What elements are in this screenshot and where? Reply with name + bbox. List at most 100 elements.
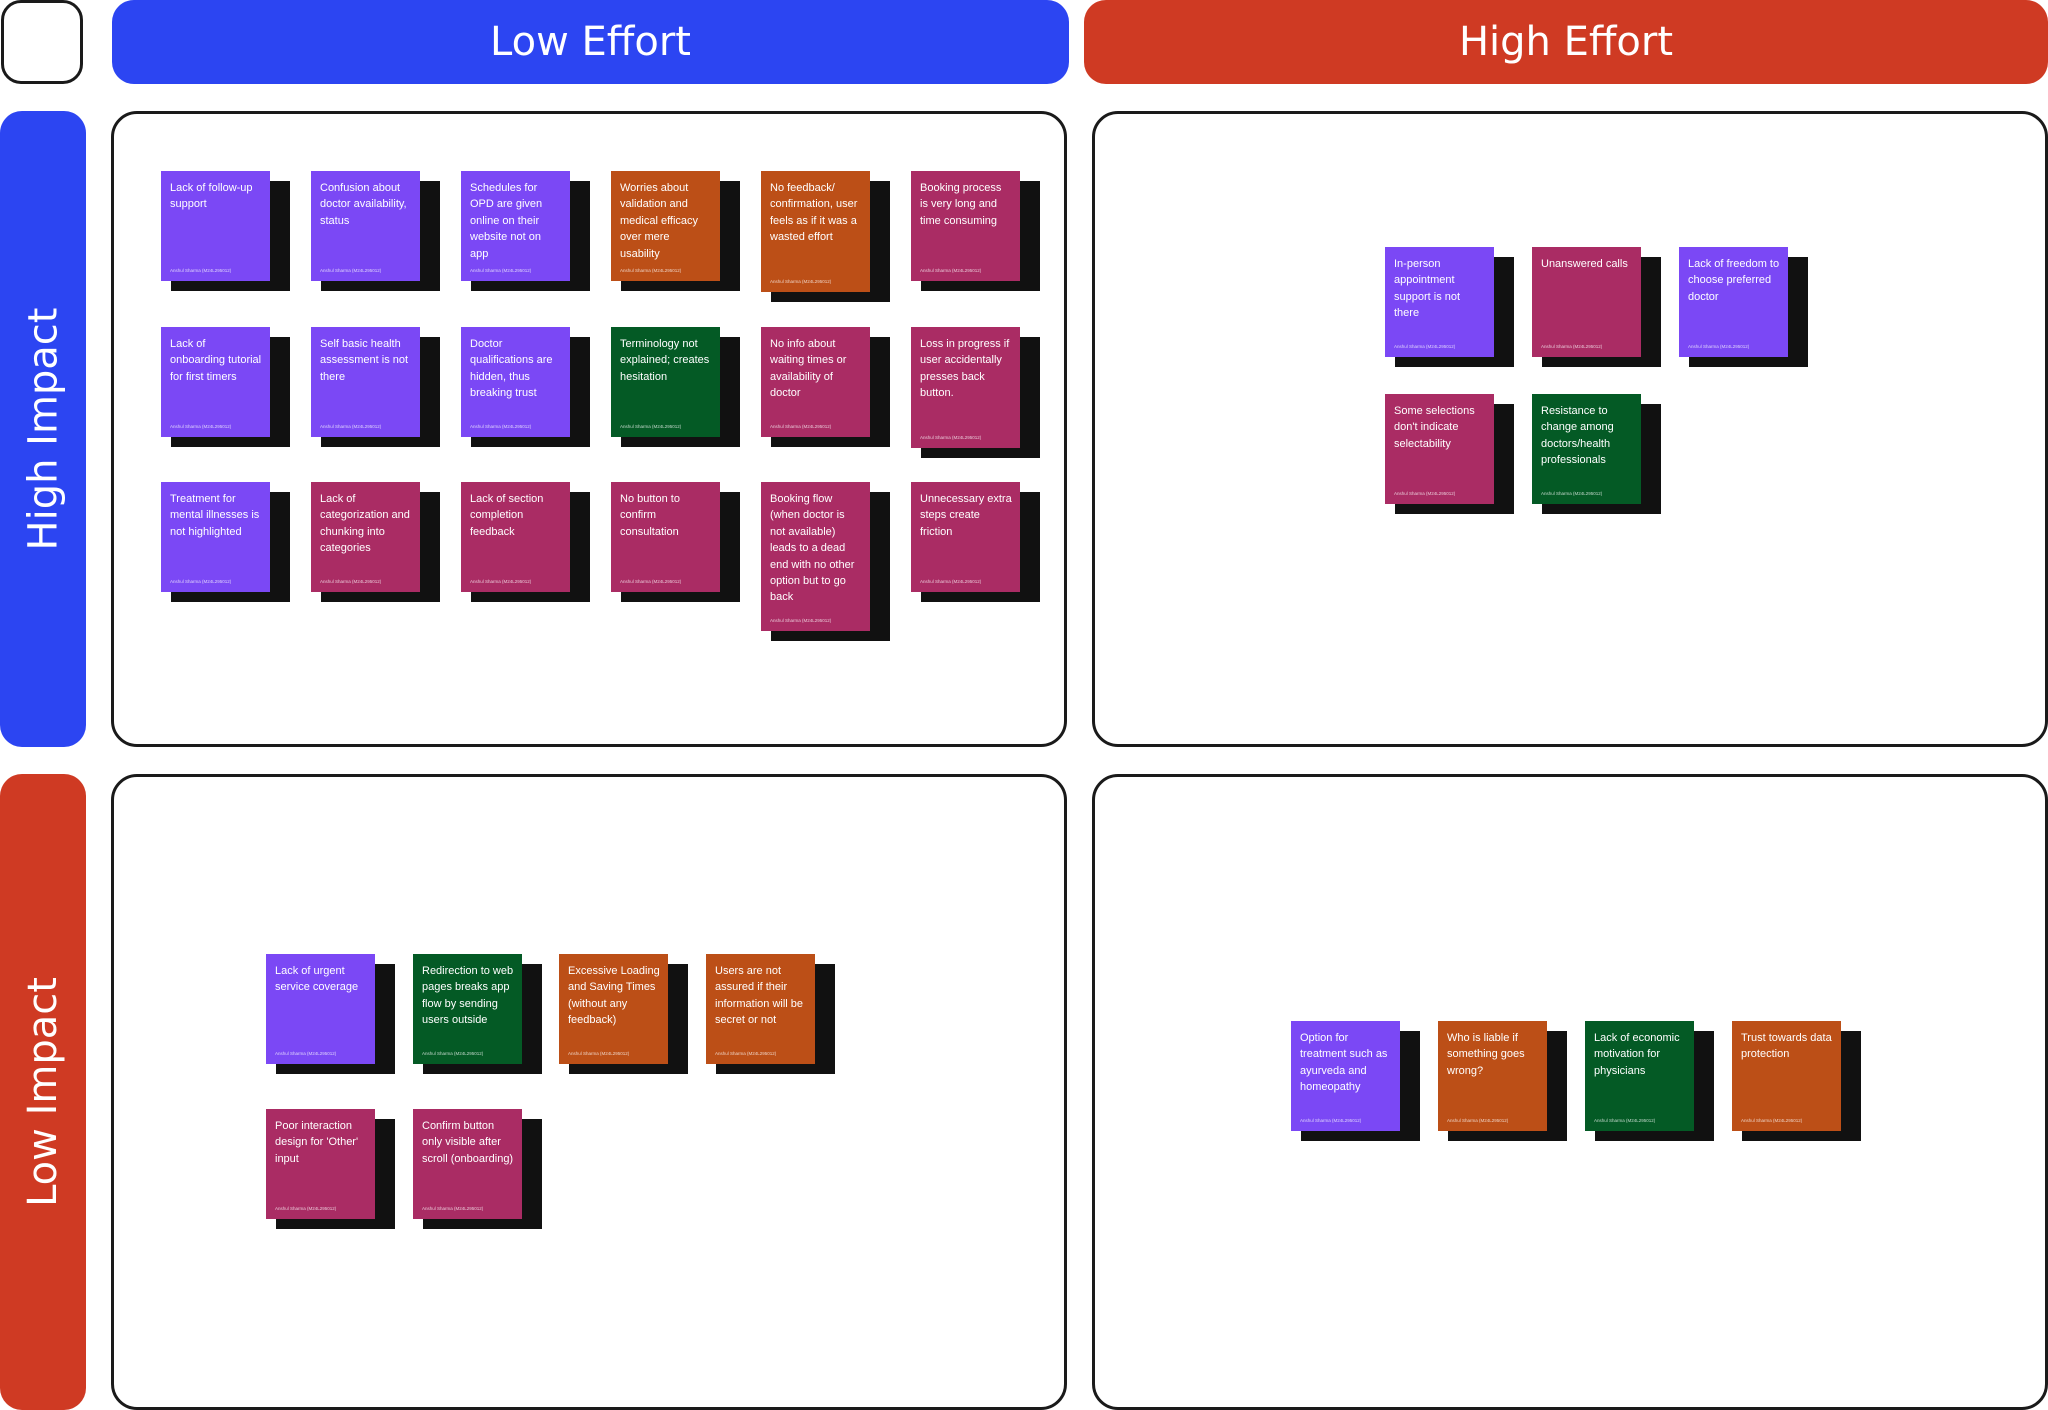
sticky-note-text: Doctor qualifications are hidden, thus b… [470, 338, 553, 400]
sticky-note[interactable]: Lack of onboarding tutorial for first ti… [161, 327, 290, 447]
sticky-note-body: Unanswered calls Anshul Sharma (M24L29501… [1532, 247, 1641, 357]
sticky-note[interactable]: Some selections don't indicate selectabi… [1385, 394, 1514, 514]
sticky-note-text: Confirm button only visible after scroll… [422, 1120, 514, 1165]
sticky-note[interactable]: Lack of section completion feedback Anshu… [461, 482, 590, 602]
sticky-note-body: Lack of urgent service coverage Anshul Sh… [266, 954, 375, 1064]
sticky-note-author: Anshul Sharma (M24L295012) [620, 579, 682, 584]
sticky-note-author: Anshul Sharma (M24L295012) [568, 1051, 630, 1056]
row-header-high-impact[interactable]: High Impact [0, 111, 86, 747]
sticky-note-body: In-person appointment support is not the… [1385, 247, 1494, 357]
sticky-note-text: No info about waiting times or availabil… [770, 338, 847, 400]
sticky-note[interactable]: No button to confirm consultation Anshul … [611, 482, 740, 602]
sticky-note[interactable]: Doctor qualifications are hidden, thus b… [461, 327, 590, 447]
sticky-note[interactable]: Booking flow (when doctor is not availab… [761, 482, 890, 641]
column-header-high-effort-label: High Effort [1458, 19, 1674, 65]
sticky-note-body: Lack of onboarding tutorial for first ti… [161, 327, 270, 437]
sticky-note-author: Anshul Sharma (M24L295012) [620, 268, 682, 273]
sticky-note[interactable]: Treatment for mental illnesses is not hi… [161, 482, 290, 602]
sticky-note-author: Anshul Sharma (M24L295012) [920, 268, 982, 273]
sticky-note-body: Booking flow (when doctor is not availab… [761, 482, 870, 631]
sticky-note-author: Anshul Sharma (M24L295012) [620, 424, 682, 429]
sticky-note[interactable]: Excessive Loading and Saving Times (with… [559, 954, 688, 1074]
sticky-note[interactable]: Loss in progress if user accidentally pr… [911, 327, 1040, 458]
column-header-high-effort[interactable]: High Effort [1084, 0, 2048, 84]
sticky-note-body: Confusion about doctor availability, sta… [311, 171, 420, 281]
sticky-note[interactable]: Confusion about doctor availability, sta… [311, 171, 440, 291]
sticky-note-text: Redirection to web pages breaks app flow… [422, 965, 514, 1027]
sticky-note-author: Anshul Sharma (M24L295012) [1541, 491, 1603, 496]
sticky-note[interactable]: Terminology not explained; creates hesit… [611, 327, 740, 447]
sticky-note-body: Treatment for mental illnesses is not hi… [161, 482, 270, 592]
sticky-note-author: Anshul Sharma (M24L295012) [170, 268, 232, 273]
sticky-note-author: Anshul Sharma (M24L295012) [470, 424, 532, 429]
sticky-note[interactable]: No info about waiting times or availabil… [761, 327, 890, 447]
sticky-note-text: Lack of follow-up support [170, 182, 253, 211]
sticky-note[interactable]: Lack of urgent service coverage Anshul Sh… [266, 954, 395, 1074]
sticky-note-body: Who is liable if something goes wrong? An… [1438, 1021, 1547, 1131]
sticky-note[interactable]: Lack of categorization and chunking into… [311, 482, 440, 602]
sticky-note[interactable]: Resistance to change among doctors/healt… [1532, 394, 1661, 514]
sticky-note-author: Anshul Sharma (M24L295012) [170, 579, 232, 584]
sticky-note-text: Lack of categorization and chunking into… [320, 493, 410, 555]
sticky-note[interactable]: Lack of follow-up support Anshul Sharma (… [161, 171, 290, 291]
sticky-note[interactable]: Lack of freedom to choose preferred doct… [1679, 247, 1808, 367]
sticky-note-author: Anshul Sharma (M24L295012) [320, 579, 382, 584]
sticky-note[interactable]: Who is liable if something goes wrong? An… [1438, 1021, 1567, 1141]
column-header-low-effort-label: Low Effort [490, 19, 691, 65]
sticky-note[interactable]: Confirm button only visible after scroll… [413, 1109, 542, 1229]
sticky-note-author: Anshul Sharma (M24L295012) [1394, 491, 1456, 496]
sticky-note[interactable]: Self basic health assessment is not ther… [311, 327, 440, 447]
sticky-note-author: Anshul Sharma (M24L295012) [770, 424, 832, 429]
sticky-note-body: Lack of section completion feedback Anshu… [461, 482, 570, 592]
sticky-note-author: Anshul Sharma (M24L295012) [920, 579, 982, 584]
sticky-note-author: Anshul Sharma (M24L295012) [320, 424, 382, 429]
sticky-note[interactable]: Unnecessary extra steps create friction A… [911, 482, 1040, 602]
sticky-note-author: Anshul Sharma (M24L295012) [1741, 1118, 1803, 1123]
column-header-low-effort[interactable]: Low Effort [112, 0, 1069, 84]
sticky-note[interactable]: Poor interaction design for 'Other' inpu… [266, 1109, 395, 1229]
sticky-note-author: Anshul Sharma (M24L295012) [1394, 344, 1456, 349]
sticky-note-author: Anshul Sharma (M24L295012) [275, 1051, 337, 1056]
quadrant-low-impact-high-effort [1092, 774, 2048, 1410]
sticky-note[interactable]: No feedback/ confirmation, user feels as… [761, 171, 890, 302]
matrix-corner-cell [1, 0, 83, 84]
sticky-note-body: No button to confirm consultation Anshul … [611, 482, 720, 592]
sticky-note-author: Anshul Sharma (M24L295012) [1541, 344, 1603, 349]
sticky-note-text: Lack of onboarding tutorial for first ti… [170, 338, 262, 383]
sticky-note-author: Anshul Sharma (M24L295012) [770, 618, 832, 623]
sticky-note[interactable]: Worries about validation and medical eff… [611, 171, 740, 291]
sticky-note-body: Lack of categorization and chunking into… [311, 482, 420, 592]
sticky-note[interactable]: Schedules for OPD are given online on th… [461, 171, 590, 291]
sticky-note[interactable]: Option for treatment such as ayurveda an… [1291, 1021, 1420, 1141]
sticky-note-text: Option for treatment such as ayurveda an… [1300, 1032, 1388, 1094]
sticky-note-text: Lack of freedom to choose preferred doct… [1688, 258, 1780, 303]
sticky-note-text: Resistance to change among doctors/healt… [1541, 405, 1614, 467]
sticky-note-author: Anshul Sharma (M24L295012) [320, 268, 382, 273]
sticky-note[interactable]: Trust towards data protection Anshul Shar… [1732, 1021, 1861, 1141]
sticky-note-body: Users are not assured if their informati… [706, 954, 815, 1064]
sticky-note-author: Anshul Sharma (M24L295012) [920, 435, 982, 440]
sticky-note-body: Resistance to change among doctors/healt… [1532, 394, 1641, 504]
sticky-note-text: Booking process is very long and time co… [920, 182, 1002, 227]
sticky-note-body: Booking process is very long and time co… [911, 171, 1020, 281]
sticky-note-body: Worries about validation and medical eff… [611, 171, 720, 281]
row-header-low-impact[interactable]: Low Impact [0, 774, 86, 1410]
sticky-note-text: Treatment for mental illnesses is not hi… [170, 493, 260, 538]
sticky-note-text: In-person appointment support is not the… [1394, 258, 1461, 320]
sticky-note[interactable]: Unanswered calls Anshul Sharma (M24L29501… [1532, 247, 1661, 367]
sticky-note-body: Doctor qualifications are hidden, thus b… [461, 327, 570, 437]
sticky-note[interactable]: Redirection to web pages breaks app flow… [413, 954, 542, 1074]
sticky-note-author: Anshul Sharma (M24L295012) [715, 1051, 777, 1056]
sticky-note[interactable]: Users are not assured if their informati… [706, 954, 835, 1074]
sticky-note-author: Anshul Sharma (M24L295012) [1688, 344, 1750, 349]
sticky-note-text: Poor interaction design for 'Other' inpu… [275, 1120, 359, 1165]
sticky-note[interactable]: Booking process is very long and time co… [911, 171, 1040, 291]
sticky-note-text: Users are not assured if their informati… [715, 965, 804, 1027]
sticky-note-text: Loss in progress if user accidentally pr… [920, 338, 1010, 400]
sticky-note-body: No feedback/ confirmation, user feels as… [761, 171, 870, 292]
sticky-note-text: No feedback/ confirmation, user feels as… [770, 182, 858, 244]
sticky-note[interactable]: In-person appointment support is not the… [1385, 247, 1514, 367]
quadrant-low-impact-low-effort [111, 774, 1067, 1410]
row-header-low-impact-label: Low Impact [20, 977, 67, 1207]
sticky-note[interactable]: Lack of economic motivation for physicia… [1585, 1021, 1714, 1141]
